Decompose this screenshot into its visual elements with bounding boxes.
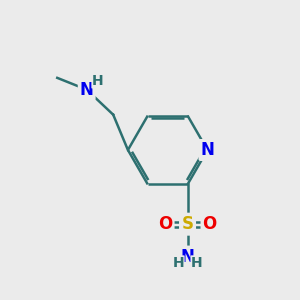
Text: H: H xyxy=(172,256,184,270)
Text: N: N xyxy=(80,81,94,99)
Text: H: H xyxy=(191,256,203,270)
Text: O: O xyxy=(158,215,172,233)
Text: H: H xyxy=(92,74,104,88)
Text: S: S xyxy=(182,215,194,233)
Text: N: N xyxy=(181,248,194,266)
Text: O: O xyxy=(202,215,217,233)
Text: N: N xyxy=(200,141,214,159)
